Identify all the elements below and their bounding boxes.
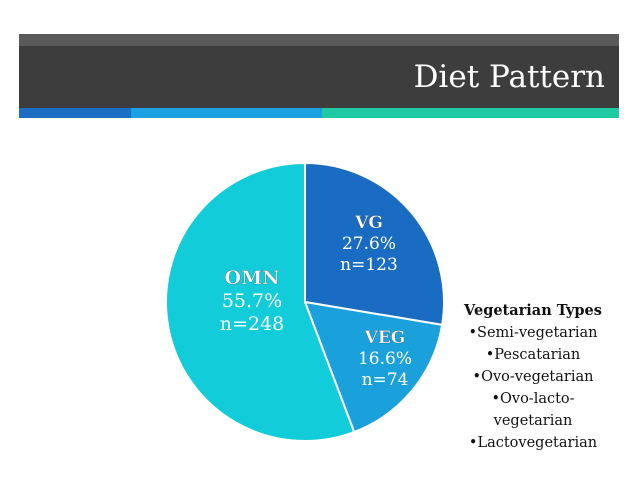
accent-bar-1 xyxy=(19,108,131,118)
slice-count-omn: n=248 xyxy=(220,313,284,335)
accent-bar-2 xyxy=(131,108,322,118)
slice-label-omn: OMN xyxy=(225,267,280,289)
slice-count-veg: n=74 xyxy=(362,370,409,390)
slide-title: Diet Pattern xyxy=(413,59,605,95)
top-strip xyxy=(19,34,619,46)
legend-item: •Pescatarian xyxy=(485,347,581,363)
pie-slice-omn xyxy=(165,161,356,442)
pie-slice-vg xyxy=(304,161,445,326)
legend-item: •Semi-vegetarian xyxy=(468,325,598,341)
legend-item: •Ovo-lacto- xyxy=(491,391,575,407)
slice-percent-veg: 16.6% xyxy=(358,349,412,369)
title-header: Diet Pattern xyxy=(19,46,619,108)
legend-title: Vegetarian Types xyxy=(464,302,602,319)
legend-item: •Ovo-vegetarian xyxy=(472,369,594,385)
slice-label-veg: VEG xyxy=(364,328,406,348)
pie-slice-veg xyxy=(303,300,444,434)
slice-percent-vg: 27.6% xyxy=(342,234,396,254)
slice-count-vg: n=123 xyxy=(340,255,398,275)
slice-label-vg: VG xyxy=(354,213,383,233)
legend-item: vegetarian xyxy=(493,413,573,429)
accent-bar-3 xyxy=(322,108,619,118)
legend-item: •Lactovegetarian xyxy=(468,435,598,451)
slice-percent-omn: 55.7% xyxy=(222,290,282,312)
vegetarian-types-legend: Vegetarian Types •Semi-vegetarian •Pesca… xyxy=(448,300,618,454)
